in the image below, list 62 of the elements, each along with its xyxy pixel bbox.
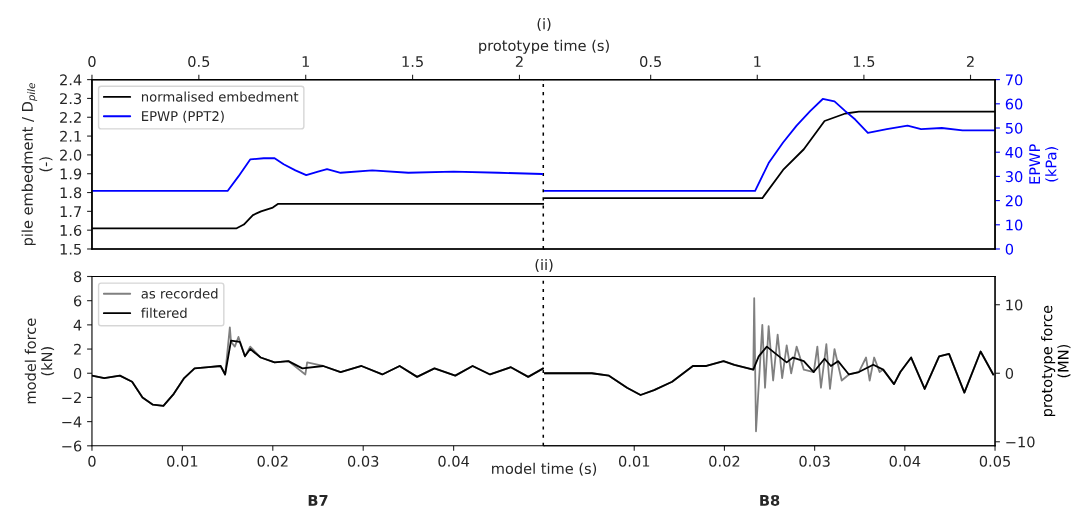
y-tick-label: 2.4 (60, 74, 82, 86)
y2-tick-label: 50 (1005, 122, 1023, 134)
x2-axis-title: prototype time (s) (479, 39, 609, 54)
chart-title: (i) (537, 18, 551, 32)
y-tick-label: 1.7 (60, 206, 81, 217)
x-tick-label: 0.02 (257, 455, 288, 467)
x2-tick-label: 1 (302, 56, 309, 67)
y-tick-label: 0 (73, 367, 82, 379)
y2-axis-title: prototype force (MN) (1041, 305, 1071, 417)
y-tick-label: 6 (73, 295, 82, 307)
y2-tick-label: 10 (1006, 299, 1023, 311)
x-tick-label: 0 (88, 455, 96, 467)
y-tick-label: 1.5 (60, 243, 81, 255)
x-tick-label: 0.02 (709, 455, 740, 467)
y-tick-label: 1.9 (60, 168, 82, 180)
x2-tick-label: 0.5 (640, 56, 661, 68)
y-tick-label: 1.8 (60, 187, 82, 199)
x-tick-label: 0.04 (889, 455, 921, 467)
text: B7 (308, 495, 328, 506)
x2-tick-label: 0 (88, 56, 96, 68)
legend-label: normalised embedment (141, 91, 299, 102)
y2-axis-title: EPWP (kPa) (1029, 144, 1059, 184)
y-tick-label: 4 (73, 319, 82, 331)
legend-label: filtered (141, 307, 187, 318)
y-tick-label: 2.2 (60, 111, 81, 123)
y2-tick-label: 0 (1005, 243, 1014, 255)
x-tick-label: 0.05 (979, 455, 1010, 467)
y-tick-label: 2.3 (60, 93, 82, 105)
y2-tick-label: 70 (1005, 74, 1023, 86)
x-tick-label: 0.04 (438, 455, 470, 467)
chart-title: (ii) (535, 258, 553, 272)
x-tick-label: 0.01 (167, 455, 198, 467)
x2-tick-label: 2 (515, 56, 523, 67)
x2-tick-label: 1.5 (402, 56, 423, 68)
y2-tick-label: 0 (1005, 367, 1014, 379)
y-tick-label: −6 (62, 440, 82, 452)
x2-tick-label: 0.5 (188, 56, 210, 68)
text: B8 (760, 494, 780, 506)
y-tick-label: 8 (73, 271, 82, 283)
x-tick-label: 0.03 (799, 455, 830, 467)
text: pile embedment / D$_{pile}$ (-) (21, 83, 53, 246)
x-tick-label: 0.03 (347, 455, 379, 467)
y-axis-title: model force (kN) (24, 318, 55, 404)
legend-label: as recorded (141, 288, 218, 299)
y-tick-label: 1.6 (60, 224, 82, 236)
y-tick-label: −4 (62, 416, 82, 428)
x2-tick-label: 1 (754, 56, 761, 67)
x-axis-title: model time (s) (492, 462, 597, 476)
y2-tick-label: 30 (1005, 171, 1023, 183)
x2-tick-label: 2 (966, 56, 974, 67)
y2-tick-label: 20 (1005, 195, 1023, 207)
y2-tick-label: 60 (1005, 98, 1023, 110)
y2-tick-label: 10 (1006, 219, 1023, 231)
y-tick-label: 2 (74, 343, 81, 355)
y2-tick-label: −10 (1006, 436, 1035, 448)
y2-tick-label: 40 (1005, 146, 1023, 158)
y-tick-label: 2.1 (60, 130, 81, 142)
x-tick-label: 0.01 (618, 455, 650, 467)
y-tick-label: −2 (62, 392, 81, 403)
legend-label: EPWP (PPT2) (142, 110, 224, 123)
y-tick-label: 2.0 (60, 149, 82, 161)
x2-tick-label: 1.5 (853, 56, 875, 68)
